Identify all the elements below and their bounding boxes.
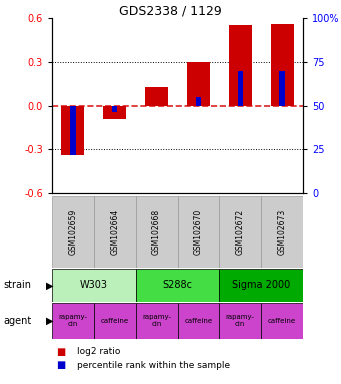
Text: agent: agent [3,316,32,326]
Bar [136,196,178,268]
Bar [219,196,261,268]
Bar [136,269,219,302]
Bar [52,196,94,268]
Bar [112,106,117,113]
Text: strain: strain [3,280,31,291]
Text: GDS2338 / 1129: GDS2338 / 1129 [119,5,222,18]
Bar [261,303,303,339]
Bar [136,303,178,339]
Text: rapamy-
cin: rapamy- cin [142,314,171,328]
Text: ■: ■ [56,360,65,370]
Text: log2 ratio: log2 ratio [77,348,120,356]
Bar [261,196,303,268]
Bar [52,303,94,339]
Bar [187,62,210,106]
Bar [270,24,294,106]
Text: rapamy-
cin: rapamy- cin [58,314,87,328]
Bar [238,71,243,106]
Bar [279,71,285,106]
Bar [178,196,219,268]
Bar [94,196,136,268]
Bar [145,86,168,106]
Text: caffeine: caffeine [268,318,296,324]
Bar [219,269,303,302]
Text: W303: W303 [80,280,108,291]
Text: GSM102668: GSM102668 [152,209,161,255]
Text: ▶: ▶ [46,280,53,291]
Bar [94,303,136,339]
Text: rapamy-
cin: rapamy- cin [226,314,255,328]
Text: S288c: S288c [163,280,193,291]
Text: caffeine: caffeine [184,318,212,324]
Bar [61,106,85,155]
Bar [196,97,201,106]
Text: ■: ■ [56,347,65,357]
Text: GSM102659: GSM102659 [69,209,77,255]
Text: caffeine: caffeine [101,318,129,324]
Bar [52,269,136,302]
Text: ▶: ▶ [46,316,53,326]
Bar [103,106,126,119]
Bar [219,303,261,339]
Text: GSM102673: GSM102673 [278,209,286,255]
Bar [229,25,252,106]
Text: GSM102664: GSM102664 [110,209,119,255]
Text: GSM102670: GSM102670 [194,209,203,255]
Bar [70,106,76,154]
Text: Sigma 2000: Sigma 2000 [232,280,290,291]
Text: GSM102672: GSM102672 [236,209,245,255]
Bar [178,303,219,339]
Text: percentile rank within the sample: percentile rank within the sample [77,361,230,369]
